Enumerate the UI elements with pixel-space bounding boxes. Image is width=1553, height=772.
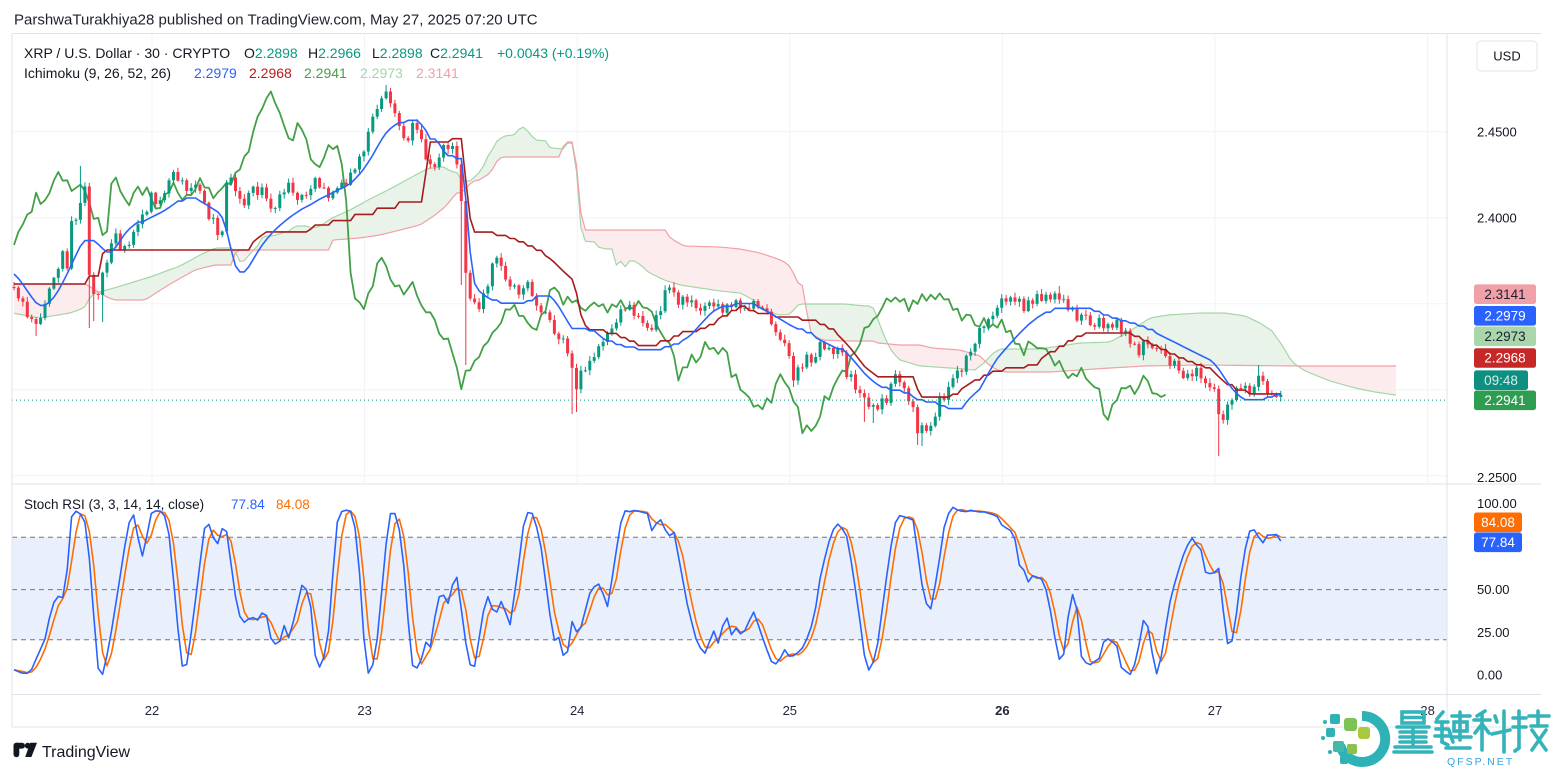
svg-text:100.00: 100.00 (1477, 496, 1517, 511)
svg-text:Ichimoku (9, 26, 52, 26): Ichimoku (9, 26, 52, 26) (24, 65, 171, 81)
svg-text:2.4500: 2.4500 (1477, 124, 1517, 139)
svg-text:25.00: 25.00 (1477, 625, 1510, 640)
svg-text:84.08: 84.08 (276, 497, 310, 512)
svg-text:77.84: 77.84 (231, 497, 265, 512)
svg-text:26: 26 (995, 703, 1009, 718)
svg-text:0.00: 0.00 (1477, 667, 1502, 682)
svg-text:TradingView: TradingView (42, 744, 130, 761)
svg-text:77.84: 77.84 (1481, 535, 1515, 550)
svg-text:25: 25 (783, 703, 797, 718)
svg-text:ParshwaTurakhiya28 published o: ParshwaTurakhiya28 published on TradingV… (14, 12, 538, 29)
svg-text:2.3141: 2.3141 (1484, 287, 1525, 302)
svg-text:23: 23 (357, 703, 371, 718)
svg-text:84.08: 84.08 (1481, 515, 1515, 530)
svg-text:2.2973: 2.2973 (1484, 329, 1525, 344)
svg-text:2.2941: 2.2941 (1484, 393, 1525, 408)
svg-text:2.4000: 2.4000 (1477, 210, 1517, 225)
svg-text:O2.2898: O2.2898 (244, 45, 298, 61)
svg-text:50.00: 50.00 (1477, 582, 1510, 597)
svg-text:2.2968: 2.2968 (249, 65, 292, 81)
svg-text:22: 22 (145, 703, 159, 718)
svg-text:2.2941: 2.2941 (304, 65, 347, 81)
svg-text:XRP / U.S. Dollar · 30 · CRYPT: XRP / U.S. Dollar · 30 · CRYPTO (24, 45, 230, 61)
svg-text:USD: USD (1493, 49, 1520, 64)
svg-text:2.2979: 2.2979 (1484, 308, 1525, 323)
svg-text:2.2973: 2.2973 (360, 65, 403, 81)
svg-text:2.2500: 2.2500 (1477, 470, 1517, 485)
svg-text:QFSP.NET: QFSP.NET (1447, 756, 1514, 768)
svg-text:+0.0043 (+0.19%): +0.0043 (+0.19%) (497, 45, 609, 61)
svg-text:Stoch RSI (3, 3, 14, 14, close: Stoch RSI (3, 3, 14, 14, close) (24, 497, 204, 512)
svg-text:2.2979: 2.2979 (194, 65, 237, 81)
svg-text:H2.2966: H2.2966 (308, 45, 361, 61)
svg-text:2.3141: 2.3141 (416, 65, 459, 81)
svg-text:24: 24 (570, 703, 584, 718)
svg-text:27: 27 (1208, 703, 1222, 718)
svg-text:C2.2941: C2.2941 (430, 45, 483, 61)
svg-text:L2.2898: L2.2898 (372, 45, 423, 61)
svg-text:09:48: 09:48 (1484, 373, 1518, 388)
svg-text:2.2968: 2.2968 (1484, 351, 1525, 366)
